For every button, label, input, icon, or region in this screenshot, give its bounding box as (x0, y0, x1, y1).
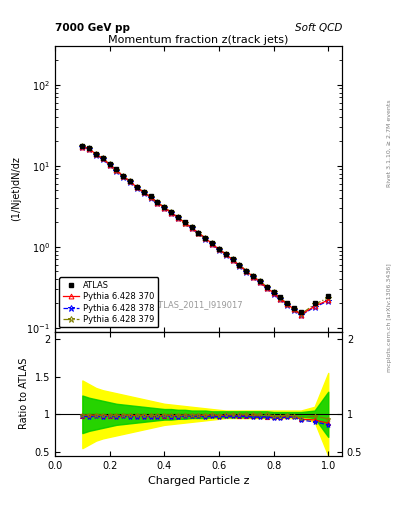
Y-axis label: Ratio to ATLAS: Ratio to ATLAS (19, 358, 29, 429)
X-axis label: Charged Particle z: Charged Particle z (148, 476, 249, 486)
Text: ATLAS_2011_I919017: ATLAS_2011_I919017 (154, 300, 243, 309)
Text: Rivet 3.1.10, ≥ 2.7M events: Rivet 3.1.10, ≥ 2.7M events (387, 99, 391, 187)
Text: 7000 GeV pp: 7000 GeV pp (55, 23, 130, 33)
Y-axis label: (1/Njet)dN/dz: (1/Njet)dN/dz (11, 156, 21, 221)
Text: Soft QCD: Soft QCD (294, 23, 342, 33)
Legend: ATLAS, Pythia 6.428 370, Pythia 6.428 378, Pythia 6.428 379: ATLAS, Pythia 6.428 370, Pythia 6.428 37… (59, 277, 158, 327)
Title: Momentum fraction z(track jets): Momentum fraction z(track jets) (108, 35, 288, 45)
Text: mcplots.cern.ch [arXiv:1306.3436]: mcplots.cern.ch [arXiv:1306.3436] (387, 263, 391, 372)
